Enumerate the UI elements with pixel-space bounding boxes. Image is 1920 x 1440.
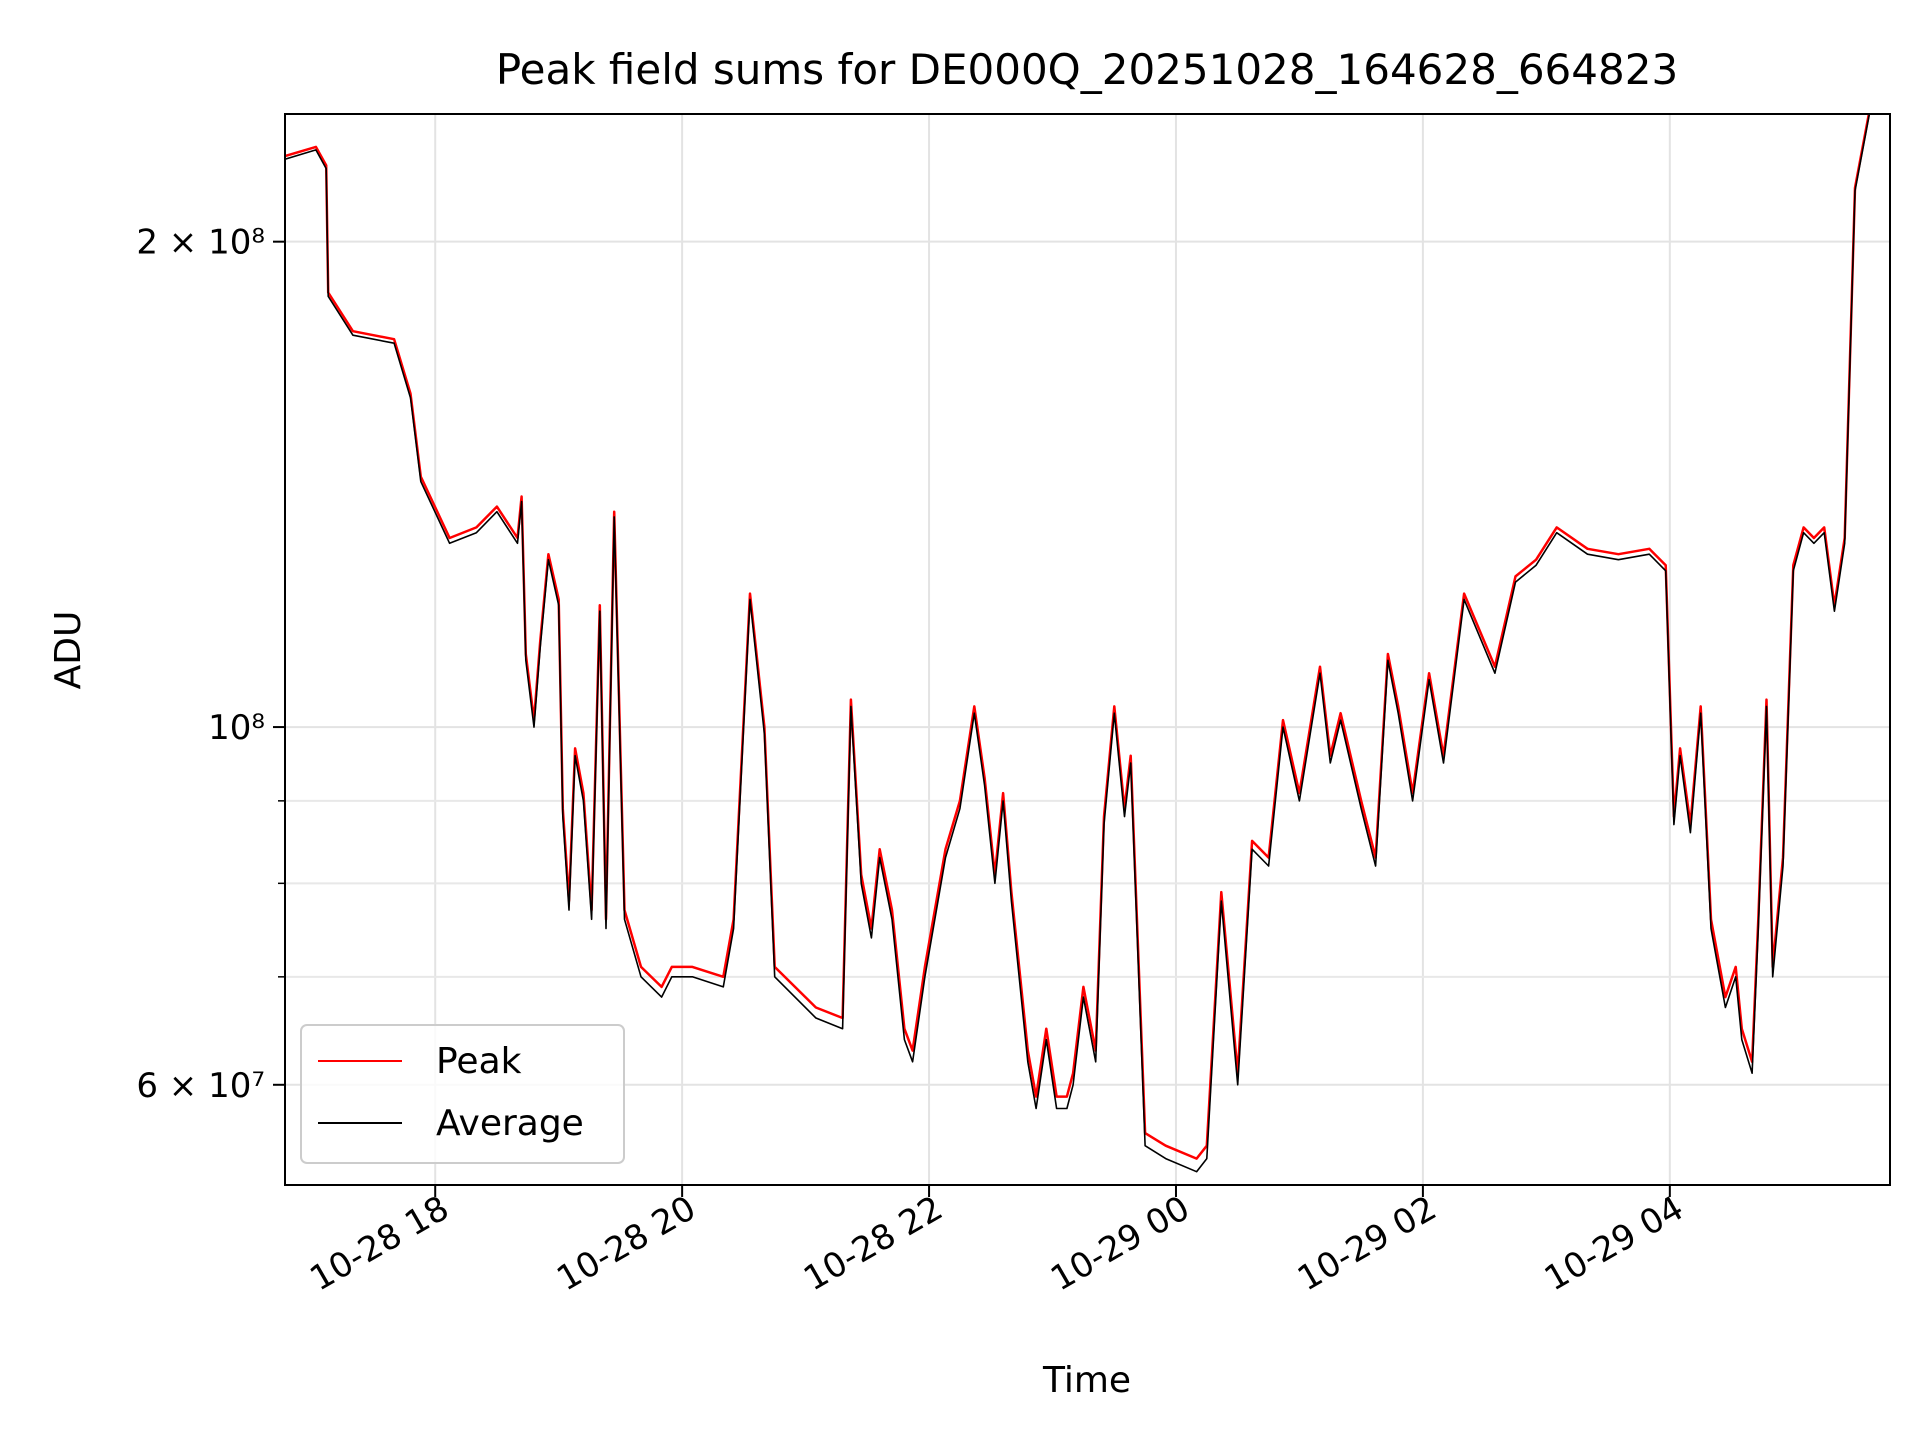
series-line-average — [285, 114, 1871, 1173]
y-tick-label: 2 × 10⁸ — [136, 223, 265, 263]
legend: Peak Average — [300, 1024, 625, 1164]
legend-label-average: Average — [436, 1103, 584, 1144]
y-tick-label: 10⁸ — [208, 708, 265, 748]
legend-box — [300, 1024, 625, 1164]
chart-title: Peak field sums for DE000Q_20251028_1646… — [496, 45, 1678, 94]
legend-label-peak: Peak — [436, 1041, 522, 1082]
y-axis: 6 × 10⁷ 10⁸ 2 × 10⁸ — [136, 223, 285, 1106]
series-lines — [285, 114, 1871, 1173]
x-axis-title: Time — [1042, 1360, 1131, 1401]
y-tick-label: 6 × 10⁷ — [136, 1066, 265, 1106]
y-axis-title: ADU — [48, 611, 89, 690]
grid — [285, 114, 1890, 1185]
plot-frame — [284, 113, 1891, 1186]
